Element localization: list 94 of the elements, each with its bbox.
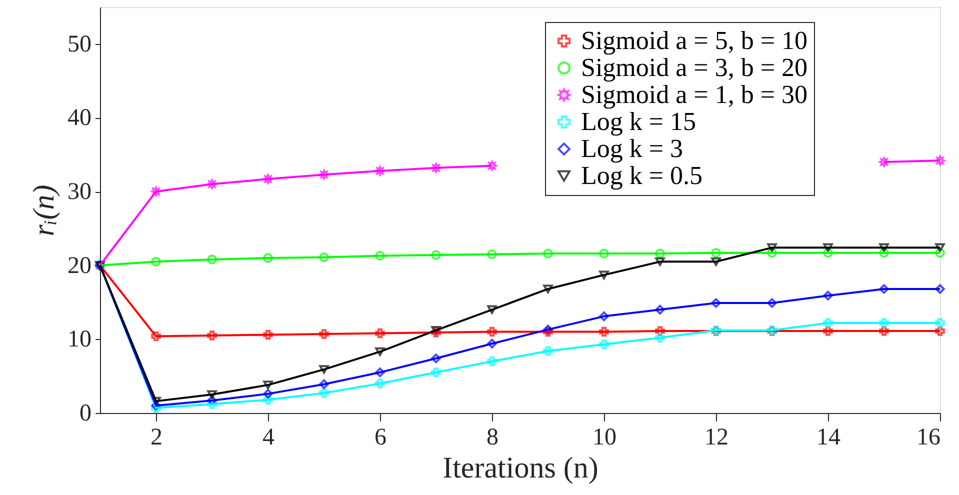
- point: [263, 380, 273, 390]
- point: [207, 396, 217, 406]
- point: [655, 248, 665, 258]
- point: [431, 368, 441, 378]
- point: [151, 186, 161, 196]
- point: [823, 248, 833, 258]
- point: [487, 305, 497, 314]
- point: [599, 311, 609, 322]
- x-tick-label: 4: [262, 424, 274, 450]
- point: [263, 330, 273, 340]
- point: [207, 390, 217, 399]
- x-tick-label: 14: [816, 424, 840, 450]
- point: [711, 248, 721, 258]
- point: [319, 388, 329, 398]
- point: [543, 326, 553, 337]
- point: [263, 253, 273, 263]
- y-tick-label: 50: [68, 31, 92, 58]
- point: [319, 365, 329, 374]
- point: [263, 388, 273, 399]
- x-tick-label: 8: [486, 424, 498, 450]
- point: [767, 243, 777, 252]
- x-tick-label: 12: [704, 424, 728, 450]
- point: [599, 270, 609, 280]
- point: [935, 156, 945, 166]
- point: [375, 368, 385, 378]
- point: [487, 326, 497, 337]
- point: [319, 252, 329, 262]
- point: [207, 179, 217, 190]
- y-tick-label: 10: [68, 326, 92, 353]
- point: [879, 243, 889, 252]
- x-tick-label: 2: [150, 424, 162, 450]
- y-tick-label: 20: [68, 252, 92, 279]
- point: [543, 324, 553, 334]
- point: [375, 250, 385, 261]
- point: [151, 400, 161, 410]
- point: [263, 174, 273, 184]
- point: [151, 256, 161, 267]
- y-tick-label: 0: [80, 400, 92, 426]
- point: [543, 346, 553, 356]
- point: [375, 328, 385, 338]
- y-tick-label: 40: [68, 105, 92, 132]
- point: [431, 326, 441, 335]
- legend-label: Sigmoid a = 5, b = 10: [581, 26, 808, 55]
- point: [151, 331, 161, 342]
- point: [823, 243, 833, 252]
- point: [879, 157, 889, 167]
- point: [655, 257, 665, 266]
- point: [487, 249, 497, 260]
- point: [823, 326, 833, 336]
- point: [487, 356, 497, 366]
- point: [375, 347, 385, 356]
- point: [207, 330, 217, 340]
- point: [207, 399, 217, 410]
- point: [375, 166, 385, 176]
- point: [207, 254, 217, 264]
- point: [935, 318, 945, 328]
- point: [487, 338, 497, 348]
- point: [711, 298, 721, 308]
- point: [879, 326, 889, 336]
- point: [655, 326, 665, 336]
- point: [543, 284, 553, 294]
- point: [319, 170, 329, 180]
- point: [655, 332, 665, 343]
- point: [487, 160, 497, 171]
- point: [879, 284, 889, 294]
- point: [767, 298, 777, 308]
- point: [879, 318, 889, 328]
- point: [823, 290, 833, 300]
- point: [431, 163, 441, 173]
- point: [711, 257, 721, 266]
- point: [319, 329, 329, 339]
- x-tick-label: 10: [592, 424, 616, 450]
- point: [935, 326, 945, 336]
- point: [935, 243, 945, 252]
- point: [935, 284, 945, 294]
- y-tick-label: 30: [68, 179, 92, 206]
- point: [543, 248, 553, 258]
- point: [375, 378, 385, 388]
- point: [319, 379, 329, 390]
- point: [431, 354, 441, 364]
- point: [599, 339, 609, 350]
- y-axis-title: rᵢ(n): [28, 184, 60, 236]
- point: [879, 248, 889, 258]
- x-axis-title: Iterations (n): [442, 452, 598, 484]
- x-tick-label: 16: [916, 424, 940, 450]
- point: [151, 402, 161, 413]
- point: [431, 250, 441, 260]
- x-tick-label: 6: [374, 424, 386, 450]
- point: [655, 304, 665, 315]
- point: [263, 394, 273, 405]
- point: [599, 248, 609, 258]
- point: [823, 318, 833, 328]
- point: [599, 326, 609, 337]
- point: [767, 248, 777, 258]
